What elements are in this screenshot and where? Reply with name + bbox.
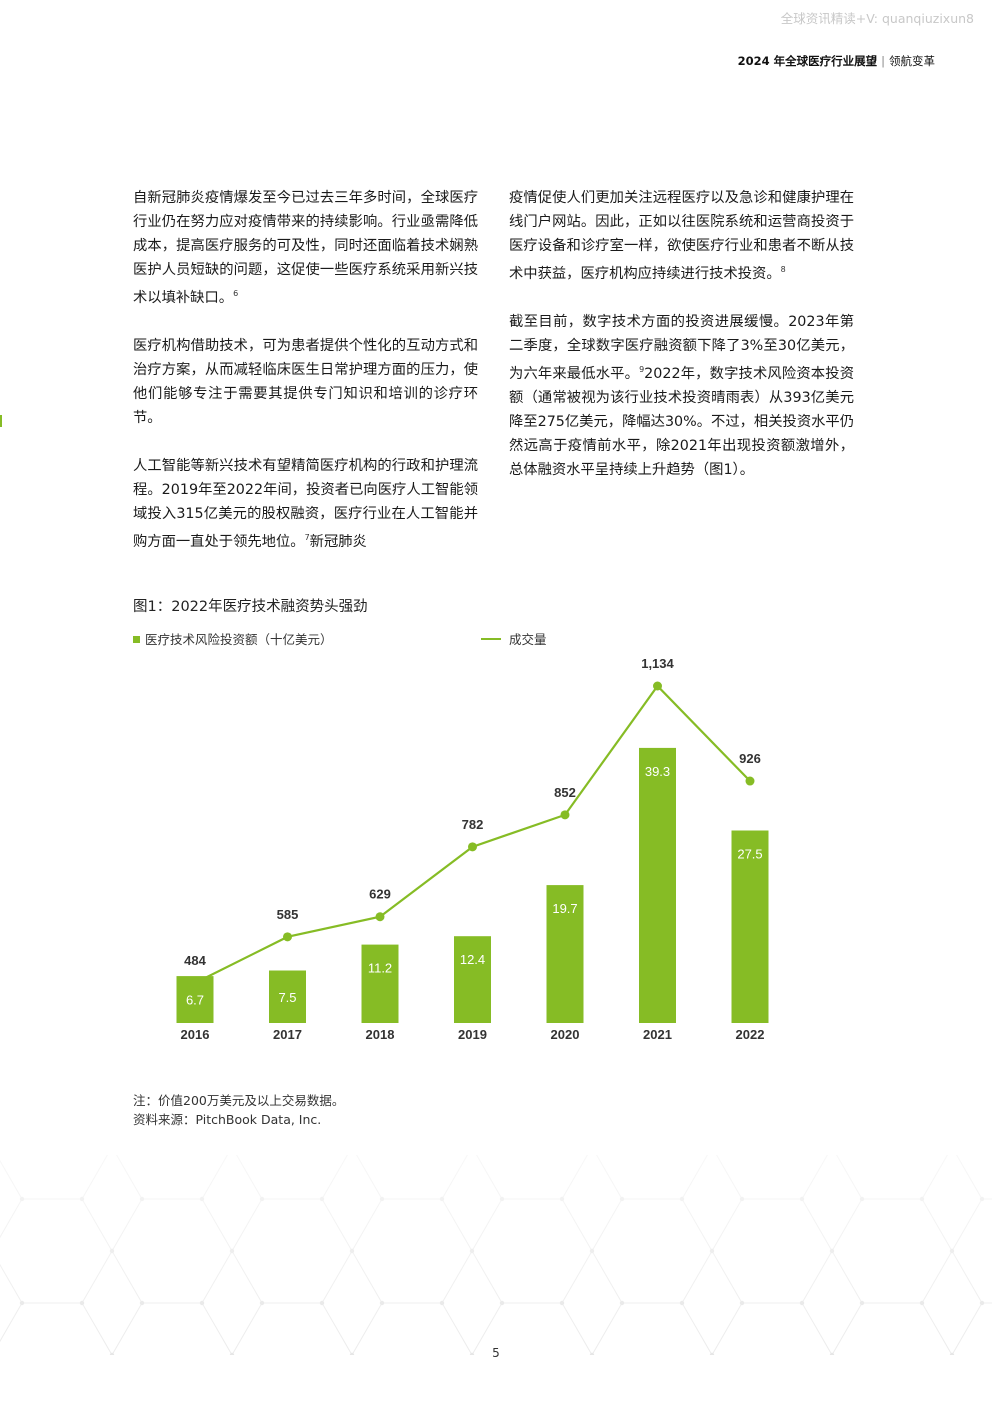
left-paragraph-1: 自新冠肺炎疫情爆发至今已过去三年多时间，全球医疗行业仍在努力应对疫情带来的持续影… — [133, 190, 478, 306]
bar-value-label: 39.3 — [645, 764, 670, 779]
hexagon-background-pattern — [0, 1155, 992, 1355]
line-value-label: 484 — [184, 953, 206, 968]
right-paragraph-1: 疫情促使人们更加关注远程医疗以及急诊和健康护理在线门户网站。因此，正如以往医院系… — [509, 190, 854, 282]
header-title: 2024 年全球医疗行业展望 — [737, 54, 878, 68]
page-number: 5 — [492, 1346, 500, 1360]
line-point-2019 — [468, 842, 477, 852]
margin-accent-mark — [0, 415, 2, 427]
left-paragraph-2: 医疗机构借助技术，可为患者提供个性化的互动方式和治疗方案，从而减轻临床医生日常护… — [133, 337, 478, 426]
line-point-2020 — [560, 810, 570, 820]
figure-title: 图1：2022年医疗技术融资势头强劲 — [133, 599, 368, 615]
legend-line-swatch — [481, 638, 501, 640]
footnote-ref[interactable]: 6 — [233, 289, 239, 298]
x-tick-label: 2017 — [273, 1027, 302, 1042]
x-tick-label: 2018 — [366, 1027, 395, 1042]
right-paragraph-2: 截至目前，数字技术方面的投资进展缓慢。2023年第二季度，全球数字医疗融资额下降… — [509, 313, 855, 478]
bar-2020 — [546, 885, 584, 1023]
bar-2022 — [731, 830, 769, 1023]
line-value-label: 782 — [462, 817, 484, 832]
watermark-text: 全球资讯精读+V: quanqiuzixun8 — [780, 11, 974, 26]
x-tick-label: 2016 — [181, 1027, 210, 1042]
legend-item-line: 成交量 — [481, 629, 547, 648]
line-value-label: 1,134 — [641, 656, 674, 671]
x-tick-label: 2020 — [551, 1027, 580, 1042]
footnote-ref[interactable]: 7 — [304, 532, 310, 542]
bar-value-label: 11.2 — [368, 961, 392, 976]
bar-2018 — [361, 944, 399, 1023]
line-point-2022 — [745, 776, 755, 786]
footnote-ref[interactable]: 9 — [639, 364, 645, 374]
funding-chart: 6.7 2016 7.5 2017 11.2 2018 12.4 2019 19.7 2020 39… — [176, 656, 769, 1042]
legend-bar-swatch — [133, 636, 140, 643]
line-point-2021 — [653, 681, 662, 691]
bar-value-label: 6.7 — [186, 993, 204, 1008]
footnote-ref[interactable]: 8 — [780, 265, 786, 274]
header-divider: | — [881, 54, 885, 68]
x-tick-label: 2021 — [643, 1027, 672, 1042]
line-value-label: 852 — [554, 785, 576, 800]
line-point-2016 — [190, 978, 200, 988]
line-value-label: 585 — [277, 907, 299, 922]
bar-value-label: 12.4 — [460, 952, 485, 967]
legend-item-bar: 医疗技术风险投资额（十亿美元） — [133, 629, 333, 648]
figure-notes: 注：价值200万美元及以上交易数据。 资料来源：PitchBook Data, … — [133, 1091, 344, 1129]
bar-value-label: 27.5 — [737, 847, 762, 862]
bar-2019 — [454, 936, 491, 1023]
bar-value-label: 7.5 — [278, 990, 296, 1005]
line-value-label: 926 — [739, 751, 761, 766]
header-subtitle: 领航变革 — [889, 54, 935, 68]
left-paragraph-3: 人工智能等新兴技术有望精简医疗机构的行政和护理流程。2019年至2022年间，投… — [133, 457, 478, 550]
right-text-column: 疫情促使人们更加关注远程医疗以及急诊和健康护理在线门户网站。因此，正如以往医院系… — [509, 186, 854, 506]
line-point-2017 — [283, 932, 292, 942]
bar-value-label: 19.7 — [552, 901, 577, 916]
x-tick-label: 2022 — [736, 1027, 765, 1042]
legend-line-label: 成交量 — [509, 632, 547, 647]
figure-note: 注：价值200万美元及以上交易数据。 — [133, 1093, 345, 1108]
bar-2021 — [639, 747, 676, 1023]
page-header: 2024 年全球医疗行业展望 | 领航变革 — [738, 53, 935, 69]
line-value-label: 629 — [369, 887, 391, 902]
x-tick-label: 2019 — [458, 1027, 487, 1042]
line-point-2018 — [375, 912, 385, 922]
legend-bar-label: 医疗技术风险投资额（十亿美元） — [145, 632, 333, 647]
figure-source: 资料来源：PitchBook Data, Inc. — [133, 1112, 322, 1127]
bar-2017 — [269, 970, 306, 1023]
left-text-column: 自新冠肺炎疫情爆发至今已过去三年多时间，全球医疗行业仍在努力应对疫情带来的持续影… — [133, 186, 478, 578]
